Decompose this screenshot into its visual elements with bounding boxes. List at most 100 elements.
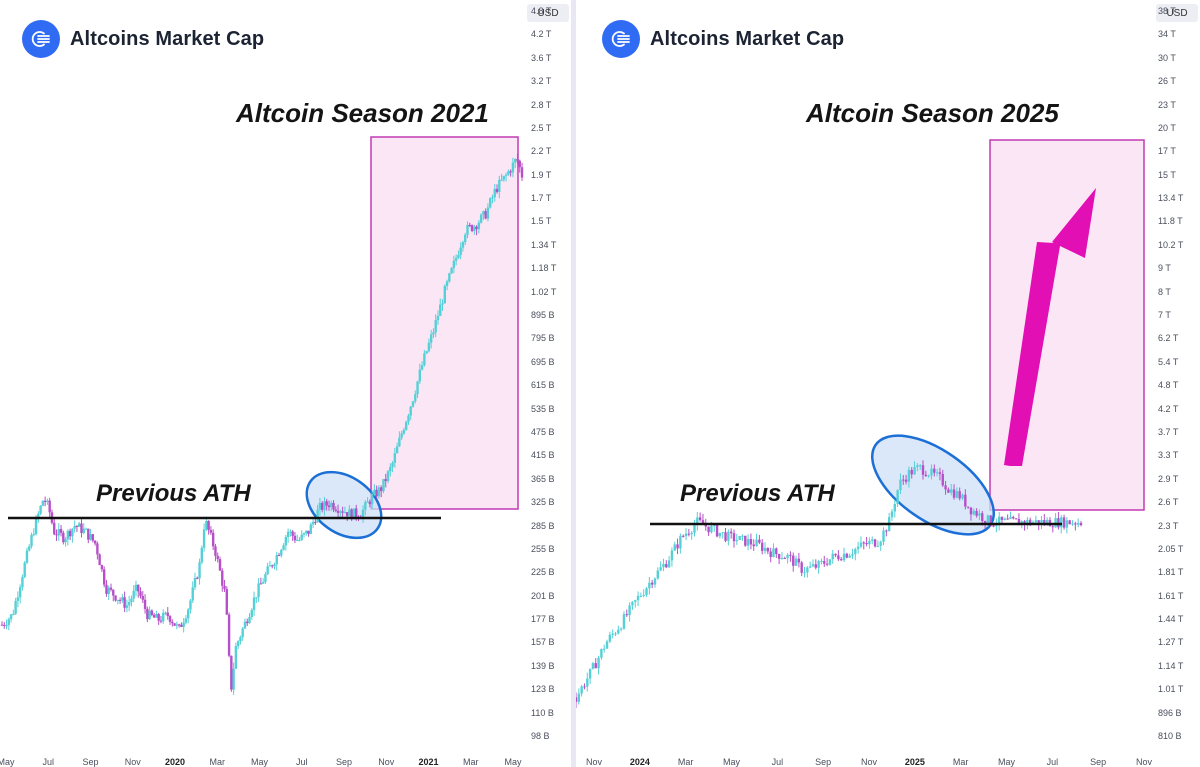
candle-body [854, 548, 857, 555]
candle-body [707, 526, 710, 533]
candle-body [617, 629, 620, 634]
candle-body [868, 540, 871, 545]
candle-body [348, 509, 351, 517]
candle-body [314, 521, 317, 523]
candle-body [825, 563, 829, 565]
candle-body [676, 544, 679, 549]
y-tick-label: 1.7 T [531, 193, 552, 204]
candle-body [986, 515, 990, 524]
candle-body [507, 171, 510, 175]
candle-body [848, 555, 851, 558]
candle-body [682, 535, 685, 537]
candle-body [75, 525, 79, 527]
candle-body [619, 628, 623, 630]
candle-body [817, 561, 820, 568]
candle-body [732, 533, 736, 542]
candle-body [775, 548, 778, 555]
candle-body [704, 524, 707, 527]
candle-body [650, 582, 654, 585]
candle-body [232, 668, 235, 690]
candle-body [710, 525, 713, 533]
candle-body [890, 511, 894, 518]
currency-selector[interactable]: USD [1156, 4, 1198, 22]
candle-body [423, 353, 426, 366]
y-tick-label: 2.6 T [1158, 497, 1179, 508]
candle-body [972, 510, 975, 515]
candle-body [1043, 520, 1046, 524]
x-tick-label: Nov [860, 757, 878, 767]
candle-body [464, 234, 467, 243]
candle-body [876, 545, 880, 547]
y-tick-label: 3.7 T [1158, 426, 1179, 437]
candle-body [659, 567, 662, 571]
candle-body [43, 500, 47, 503]
candle-body [622, 614, 626, 629]
x-tick-label: Mar [677, 757, 694, 767]
candle-body [461, 242, 465, 248]
candle-body [39, 505, 42, 514]
candle-body [452, 260, 456, 268]
y-tick-label: 1.02 T [531, 286, 557, 297]
candle-body [418, 369, 422, 382]
candle-body [1029, 519, 1032, 525]
candle-body [780, 558, 784, 560]
candle-body [831, 553, 834, 560]
y-tick-label: 38 T [1158, 6, 1176, 16]
candle-body [667, 560, 671, 568]
currency-selector[interactable]: USD [527, 4, 569, 22]
candle-body [393, 453, 397, 463]
candle-body [248, 617, 251, 624]
candle-body [46, 500, 49, 503]
candle-body [636, 596, 640, 601]
y-tick-label: 2.9 T [1158, 473, 1179, 484]
candle-body [907, 469, 911, 482]
y-tick-label: 177 B [531, 614, 555, 625]
candle-body [3, 624, 6, 626]
chart-plot-left [0, 136, 524, 695]
candle-body [211, 532, 215, 547]
candle-body [30, 534, 33, 547]
x-tick-label: Jul [42, 757, 55, 767]
candle-body [969, 507, 973, 515]
candle-body [414, 394, 417, 402]
candle-body [834, 553, 837, 556]
y-tick-label: 3.3 T [1158, 450, 1179, 461]
y-tick-label: 535 B [531, 403, 555, 414]
candle-body [797, 558, 801, 563]
candle-body [180, 624, 183, 627]
candle-body [336, 510, 340, 513]
candle-body [91, 534, 95, 541]
candle-body [933, 468, 936, 473]
x-tick-label: Nov [1135, 757, 1153, 767]
candle-body [141, 595, 144, 600]
candle-body [1079, 522, 1083, 526]
candle-body [25, 550, 29, 563]
candle-body [1054, 518, 1057, 528]
candle-body [100, 565, 104, 570]
y-tick-label: 30 T [1158, 52, 1176, 63]
candle-body [1062, 517, 1066, 528]
candle-body [777, 554, 781, 559]
candle-body [130, 598, 133, 602]
candle-body [498, 179, 501, 192]
candle-body [218, 559, 222, 571]
candle-body [944, 485, 947, 490]
candle-body [132, 590, 135, 599]
candle-body [114, 595, 117, 601]
x-tick-label: Sep [82, 757, 99, 767]
candle-body [670, 550, 674, 561]
candle-body [992, 525, 995, 527]
candle-body [687, 533, 691, 535]
y-tick-label: 1.61 T [1158, 590, 1184, 601]
candle-body [966, 506, 970, 508]
candle-body [783, 558, 786, 560]
candle-body [983, 520, 987, 524]
candle-body [123, 597, 126, 608]
y-tick-label: 810 B [1158, 731, 1182, 741]
y-tick-label: 1.34 T [531, 239, 557, 250]
candle-body [597, 657, 600, 669]
candle-body [576, 697, 578, 702]
candle-body [159, 620, 163, 622]
candle-body [436, 315, 440, 321]
candle-body [441, 303, 444, 305]
